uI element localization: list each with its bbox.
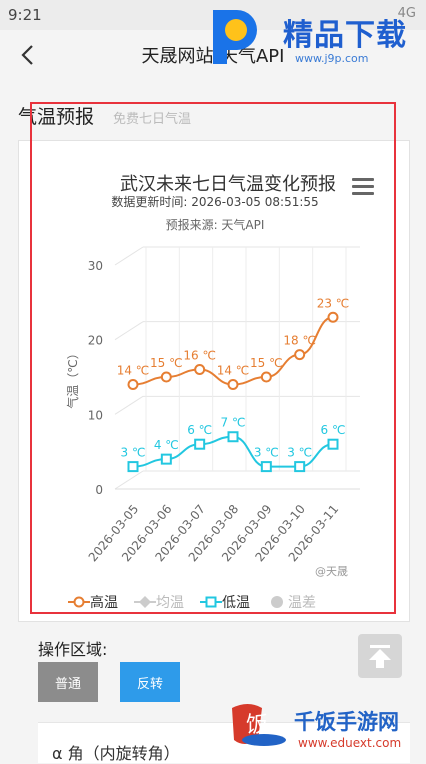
data-label: 15 ℃ [250, 356, 283, 370]
watermark-top-url: www.j9p.com [295, 52, 369, 65]
watermark-bottom-text: 千饭手游网 [294, 710, 399, 734]
chart-title: 武汉未来七日气温变化预报 [120, 174, 336, 195]
legend-item[interactable]: 高温 [68, 592, 118, 612]
data-point-high [294, 349, 306, 361]
svg-text:饭: 饭 [246, 713, 268, 738]
legend-item[interactable]: 低温 [200, 592, 250, 612]
square-marker-icon [200, 596, 222, 608]
arrow-up-icon [369, 645, 391, 668]
data-point-high [327, 311, 339, 323]
data-label: 3 ℃ [254, 446, 279, 460]
dot-marker-icon [271, 596, 283, 608]
data-label: 16 ℃ [183, 349, 216, 363]
data-point-high [260, 371, 272, 383]
reverse-button[interactable]: 反转 [120, 662, 180, 702]
eduext-logo-icon: 饭 [232, 704, 286, 746]
data-point-low [294, 461, 306, 473]
y-tick-label: 0 [95, 483, 103, 497]
temperature-chart: 0102030气温（℃）2026-03-052026-03-062026-03-… [65, 246, 360, 564]
chart-legend: 高温 均温 低温 温差 [68, 592, 332, 612]
scroll-top-button[interactable] [358, 634, 402, 678]
data-point-low [260, 461, 272, 473]
data-point-high [227, 378, 239, 390]
back-button[interactable] [12, 40, 42, 70]
data-point-low [127, 461, 139, 473]
data-point-low [160, 453, 172, 465]
data-point-low [327, 438, 339, 450]
data-point-high [194, 364, 206, 376]
data-label: 23 ℃ [317, 296, 350, 310]
chart-update-time: 数据更新时间: 2026-03-05 08:51:55 [111, 195, 319, 209]
section-subtitle: 免费七日气温 [113, 112, 192, 127]
grid-line-depth [114, 246, 144, 266]
grid-line-depth [114, 395, 144, 415]
j9p-logo-icon [213, 10, 257, 64]
data-label: 18 ℃ [283, 334, 316, 348]
data-point-high [127, 378, 139, 390]
normal-button[interactable]: 普通 [38, 662, 98, 702]
data-label: 3 ℃ [287, 446, 312, 460]
y-tick-label: 30 [88, 259, 103, 273]
chevron-left-icon [21, 45, 33, 65]
section-title: 气温预报 [18, 106, 95, 128]
circle-marker-icon [68, 596, 90, 608]
legend-label: 温差 [288, 595, 316, 611]
watermark-bottom: 饭 千饭手游网 www.eduext.com [228, 700, 426, 757]
page-title: 天晟网站-天气API [141, 46, 285, 67]
data-label: 14 ℃ [217, 363, 250, 377]
grid-line-depth [114, 321, 144, 341]
data-label: 6 ℃ [321, 423, 346, 437]
legend-label: 均温 [156, 595, 184, 611]
chart-credit: @天晟 [315, 565, 348, 578]
legend-label: 高温 [90, 595, 118, 611]
data-point-low [194, 438, 206, 450]
watermark-top: 精品下载 www.j9p.com [205, 4, 425, 76]
watermark-top-text: 精品下载 [283, 18, 407, 53]
ops-label: 操作区域: [38, 640, 108, 659]
status-time: 9:21 [8, 6, 42, 24]
legend-label: 低温 [222, 595, 250, 611]
data-label: 7 ℃ [221, 416, 246, 430]
chart-card [18, 140, 410, 622]
data-label: 4 ℃ [154, 438, 179, 452]
legend-item[interactable]: 温差 [266, 592, 316, 612]
data-label: 14 ℃ [117, 363, 150, 377]
data-label: 6 ℃ [187, 423, 212, 437]
signal-indicator: 4G [397, 6, 416, 21]
data-point-low [227, 431, 239, 443]
data-point-high [160, 371, 172, 383]
data-label: 3 ℃ [121, 446, 146, 460]
data-label: 15 ℃ [150, 356, 183, 370]
chart-menu-icon[interactable] [352, 178, 374, 196]
grid-line-depth [114, 470, 144, 490]
bottom-card [38, 722, 410, 763]
y-tick-label: 20 [88, 334, 103, 348]
chart-source: 预报来源: 天气API [165, 218, 265, 232]
y-tick-label: 10 [88, 408, 103, 422]
y-axis-label: 气温（℃） [65, 347, 80, 408]
legend-item[interactable]: 均温 [134, 592, 184, 612]
diamond-marker-icon [134, 596, 156, 608]
watermark-bottom-url: www.eduext.com [298, 736, 402, 750]
bottom-card-text: α 角（内旋转角） [52, 744, 180, 763]
